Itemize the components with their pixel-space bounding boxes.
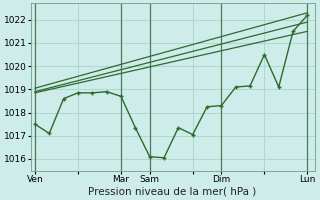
X-axis label: Pression niveau de la mer( hPa ): Pression niveau de la mer( hPa ): [89, 187, 257, 197]
